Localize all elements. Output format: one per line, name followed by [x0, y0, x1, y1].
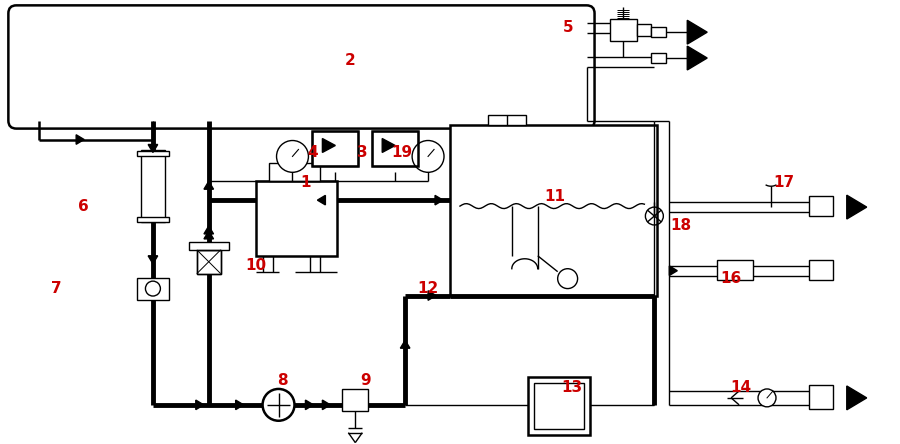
- Bar: [137, 278, 169, 300]
- Bar: [809, 260, 832, 280]
- Polygon shape: [148, 256, 157, 264]
- Polygon shape: [400, 340, 410, 348]
- Polygon shape: [847, 386, 867, 410]
- Bar: [137, 151, 169, 156]
- Circle shape: [412, 140, 444, 172]
- Polygon shape: [318, 195, 326, 205]
- Polygon shape: [688, 20, 707, 44]
- Circle shape: [263, 389, 294, 421]
- Circle shape: [276, 140, 309, 172]
- Bar: [256, 181, 338, 256]
- Bar: [809, 385, 832, 409]
- Polygon shape: [435, 195, 443, 205]
- Polygon shape: [847, 195, 867, 219]
- Polygon shape: [236, 400, 244, 410]
- Text: 9: 9: [360, 373, 371, 388]
- Text: 10: 10: [245, 258, 266, 273]
- Bar: [197, 250, 220, 274]
- Polygon shape: [204, 231, 213, 239]
- Polygon shape: [428, 291, 436, 300]
- Text: 19: 19: [392, 145, 413, 160]
- Bar: [809, 196, 832, 216]
- Bar: [652, 27, 666, 37]
- Text: 5: 5: [562, 20, 573, 35]
- Bar: [373, 131, 418, 166]
- Bar: [342, 389, 368, 411]
- Bar: [312, 131, 358, 166]
- FancyBboxPatch shape: [8, 5, 595, 129]
- Bar: [609, 19, 637, 41]
- Polygon shape: [322, 139, 336, 152]
- Bar: [534, 383, 583, 429]
- Text: 14: 14: [731, 381, 752, 396]
- Text: 17: 17: [773, 175, 795, 190]
- Text: 18: 18: [670, 218, 692, 234]
- Bar: [137, 217, 169, 222]
- Bar: [652, 53, 666, 63]
- Bar: [488, 115, 526, 125]
- Circle shape: [758, 389, 776, 407]
- Text: 16: 16: [721, 271, 742, 286]
- Polygon shape: [305, 400, 313, 410]
- Text: 13: 13: [561, 381, 582, 396]
- Text: 8: 8: [277, 373, 288, 388]
- Text: 7: 7: [51, 281, 61, 296]
- Bar: [637, 24, 652, 36]
- Text: 1: 1: [301, 175, 310, 190]
- Text: 6: 6: [77, 198, 88, 214]
- Polygon shape: [670, 266, 678, 275]
- Bar: [717, 260, 753, 280]
- Text: 2: 2: [345, 52, 356, 67]
- Text: 4: 4: [307, 145, 318, 160]
- Bar: [141, 151, 165, 222]
- Circle shape: [146, 281, 160, 296]
- Bar: [197, 250, 220, 274]
- Bar: [527, 377, 590, 435]
- Polygon shape: [204, 181, 213, 189]
- Polygon shape: [322, 400, 330, 410]
- Polygon shape: [76, 135, 84, 144]
- Polygon shape: [148, 144, 157, 152]
- Bar: [268, 163, 320, 181]
- Polygon shape: [196, 400, 203, 410]
- Polygon shape: [688, 46, 707, 70]
- Polygon shape: [382, 139, 395, 152]
- Text: 3: 3: [357, 145, 367, 160]
- Circle shape: [558, 269, 578, 289]
- Text: 11: 11: [544, 189, 565, 204]
- Polygon shape: [204, 226, 213, 234]
- Text: 12: 12: [418, 281, 438, 296]
- Bar: [373, 131, 418, 166]
- Bar: [312, 131, 358, 166]
- Bar: [189, 242, 229, 250]
- Bar: [450, 125, 657, 296]
